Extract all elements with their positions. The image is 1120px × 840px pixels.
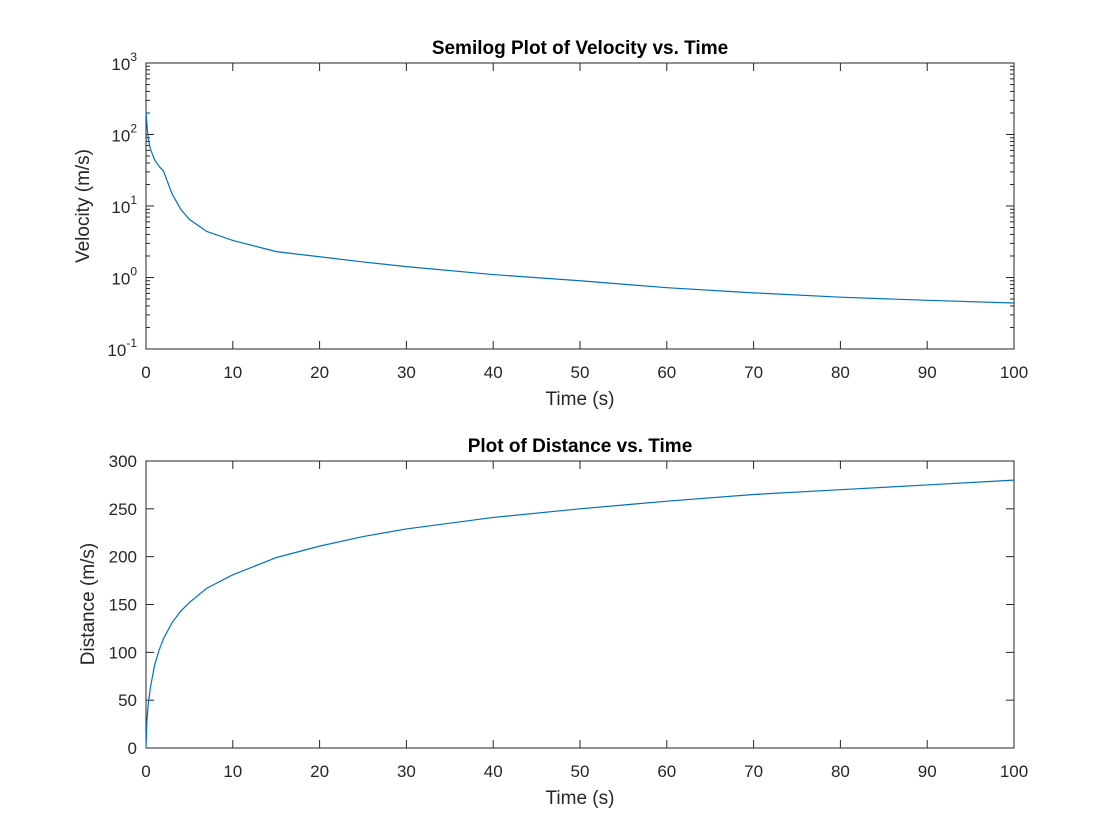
distance-chart-title: Plot of Distance vs. Time	[468, 436, 693, 457]
x-tick-label: 10	[223, 762, 242, 781]
y-tick-label: 102	[111, 122, 137, 146]
x-tick-label: 10	[223, 363, 242, 382]
distance-x-axis-label: Time (s)	[546, 788, 615, 809]
x-tick-label: 90	[918, 762, 937, 781]
x-tick-label: 30	[397, 363, 416, 382]
y-tick-exponent: 0	[130, 265, 137, 279]
x-tick-label: 90	[918, 363, 937, 382]
x-tick-label: 30	[397, 762, 416, 781]
y-tick-base: 10	[111, 127, 130, 146]
velocity-x-tick-labels: 0 10 20 30 40 50 60 70 80 90 100	[141, 363, 1028, 382]
distance-y-axis-label: Distance (m/s)	[78, 543, 99, 665]
x-tick-label: 40	[484, 363, 503, 382]
y-tick-exponent: 2	[130, 122, 137, 136]
y-tick-label: 200	[109, 548, 137, 567]
y-tick-label: 103	[111, 50, 137, 74]
distance-plot-area	[145, 460, 1015, 749]
y-tick-label: 250	[109, 500, 137, 519]
y-tick-exponent: -1	[126, 336, 137, 350]
distance-y-tick-labels: 0 50 100 150 200 250 300	[109, 452, 137, 758]
x-tick-label: 80	[831, 762, 850, 781]
y-tick-label: 101	[111, 193, 137, 217]
y-tick-label: 300	[109, 452, 137, 471]
x-tick-label: 60	[657, 762, 676, 781]
distance-series-line	[145, 479, 1015, 749]
velocity-tick-marks	[145, 62, 1015, 350]
y-tick-exponent: 1	[130, 193, 137, 207]
x-tick-label: 50	[571, 363, 590, 382]
y-tick-label: 150	[109, 596, 137, 615]
y-tick-label: 50	[118, 691, 137, 710]
x-tick-label: 20	[310, 363, 329, 382]
x-tick-label: 0	[141, 363, 150, 382]
velocity-x-axis-label: Time (s)	[546, 389, 615, 410]
x-tick-label: 100	[1000, 363, 1028, 382]
x-tick-label: 100	[1000, 762, 1028, 781]
velocity-y-axis-label: Velocity (m/s)	[73, 149, 94, 263]
y-tick-base: 10	[111, 55, 130, 74]
velocity-plot-area	[145, 62, 1015, 350]
x-tick-label: 50	[571, 762, 590, 781]
y-tick-base: 10	[111, 198, 130, 217]
y-tick-exponent: 3	[130, 50, 137, 64]
y-tick-label: 10-1	[107, 336, 137, 360]
y-tick-base: 10	[107, 341, 126, 360]
x-tick-label: 60	[657, 363, 676, 382]
y-tick-label: 0	[128, 739, 137, 758]
x-tick-label: 0	[141, 762, 150, 781]
velocity-series-line	[145, 109, 1015, 304]
velocity-subplot: Semilog Plot of Velocity vs. Time 0 10 20 3…	[73, 38, 1028, 410]
distance-subplot: Plot of Distance vs. Time 0 10 20 30 40 50 60 7…	[78, 436, 1028, 809]
x-tick-label: 20	[310, 762, 329, 781]
distance-tick-marks	[145, 460, 1015, 749]
x-tick-label: 80	[831, 363, 850, 382]
x-tick-label: 40	[484, 762, 503, 781]
y-tick-label: 100	[109, 643, 137, 662]
velocity-chart-title: Semilog Plot of Velocity vs. Time	[432, 38, 728, 59]
x-tick-label: 70	[744, 762, 763, 781]
distance-x-tick-labels: 0 10 20 30 40 50 60 70 80 90 100	[141, 762, 1028, 781]
y-tick-base: 10	[111, 270, 130, 289]
x-tick-label: 70	[744, 363, 763, 382]
y-tick-label: 100	[111, 265, 137, 289]
